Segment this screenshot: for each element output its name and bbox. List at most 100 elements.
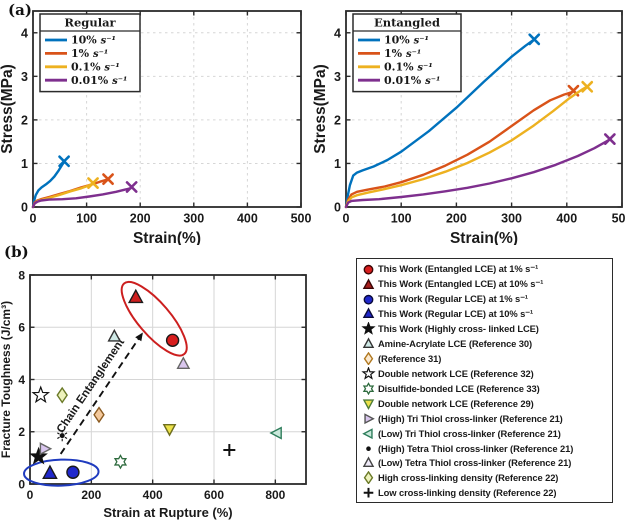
triangle-left-legend-icon (362, 427, 373, 439)
y-tick-label: 0 (334, 201, 341, 215)
x-tick-label: 100 (76, 212, 97, 226)
chain-entanglement-arrow (59, 331, 144, 455)
legend-item-label: Low cross-linking density (Reference 22) (378, 487, 557, 499)
star5-marker (361, 322, 376, 336)
legend-item: (Low) Tetra Thiol cross-linker (Referenc… (361, 456, 610, 470)
rupture-x-marker (581, 80, 594, 93)
plus-legend-icon (363, 488, 374, 498)
legend-item-label: (Low) Tri Thiol cross-linker (Reference … (378, 427, 561, 439)
x-tick-label: 0 (343, 212, 350, 226)
x-tick-label: 400 (237, 212, 258, 226)
y-tick-label: 2 (21, 113, 28, 127)
star6-legend-icon (362, 382, 375, 395)
y-tick-label: 1 (334, 157, 341, 171)
plot-border (32, 10, 302, 208)
legend-item-label: This Work (Entangled LCE) at 10% s⁻¹ (378, 278, 544, 290)
grid-lines (346, 11, 622, 207)
entangled-group-ellipse (120, 281, 188, 357)
dot-marker (366, 445, 371, 451)
legend-item-label: Double network LCE (Reference 32) (378, 368, 534, 380)
legend-item-label: (High) Tetra Thiol cross-linker (Referen… (378, 442, 574, 454)
grid-lines (30, 275, 306, 484)
x-tick-label: 600 (204, 488, 224, 502)
triangle-up-legend-icon (362, 456, 375, 468)
triangle-up-legend-icon (362, 337, 375, 349)
scatter-point (269, 426, 282, 440)
rupture-x-marker (528, 33, 541, 46)
triangle-up-legend-icon (362, 307, 375, 319)
triangle-right-marker (364, 412, 375, 424)
series-line-1% (344, 90, 574, 209)
legend-item: (Reference 31) (361, 351, 610, 366)
legend-entry-label: 1% s⁻¹ (384, 47, 421, 60)
legend-item-label: This Work (Regular LCE) at 1% s⁻¹ (378, 293, 528, 304)
legend-item: (High) Tetra Thiol cross-linker (Referen… (361, 441, 610, 455)
legend-item: This Work (Regular LCE) at 10% s⁻¹ (361, 307, 610, 321)
scatter-point (29, 446, 48, 465)
legend-title: Entangled (374, 16, 440, 30)
plot-border (29, 274, 307, 485)
scatter-legend: This Work (Entangled LCE) at 1% s⁻¹ This … (356, 258, 613, 503)
plus-marker (363, 488, 374, 498)
y-axis-label: Stress(MPa) (0, 64, 16, 154)
x-tick-label: 400 (143, 488, 163, 502)
rupture-x-marker (603, 133, 616, 145)
y-tick-label: 8 (18, 268, 25, 282)
legend-entry-label: 10% s⁻¹ (384, 34, 429, 47)
legend-item: High cross-linking density (Reference 22… (361, 471, 610, 485)
x-tick-label: 500 (291, 212, 312, 226)
scatter-point (93, 406, 105, 424)
x-tick-label: 500 (612, 212, 625, 226)
x-tick-label: 100 (391, 212, 412, 226)
legend-item: (Low) Tri Thiol cross-linker (Reference … (361, 426, 610, 440)
x-tick-label: 400 (556, 212, 577, 226)
triangle-up-marker (362, 307, 375, 319)
y-tick-label: 2 (334, 113, 341, 127)
triangle-down-legend-icon (362, 399, 375, 410)
legend-item-label: Amine-Acrylate LCE (Reference 30) (378, 338, 533, 350)
series-line-0.01% (344, 139, 610, 209)
plot-border (345, 10, 623, 208)
diamond-marker (363, 352, 374, 366)
entangled-legend: Entangled 10% s⁻¹1% s⁻¹0.1% s⁻¹0.01% s⁻¹ (352, 13, 462, 93)
legend-item-label: Double network LCE (Reference 29) (378, 397, 534, 409)
series-line-0.1% (344, 86, 588, 209)
circle-legend-icon (363, 294, 374, 305)
entangled-svg: 0 100 200 300 400 500 0 1 2 3 4 Strain(%) Stress(MPa… (312, 10, 625, 247)
legend-entry-label: 0.01% s⁻¹ (71, 74, 127, 87)
legend-entry-label: 0.1% s⁻¹ (71, 60, 120, 73)
regular-svg: 0 100 200 300 400 500 0 1 2 3 4 Strain(%) Stress(MPa… (0, 10, 312, 247)
triangle-up-marker (362, 456, 375, 468)
toughness-svg: 0 200 400 600 800 0 2 4 6 8 Strain at Rupture (%) F… (0, 268, 307, 520)
scatter-point (162, 423, 177, 437)
legend-item-label: High cross-linking density (Reference 22… (378, 472, 559, 484)
y-tick-label: 3 (334, 70, 341, 84)
scatter-point (113, 454, 128, 470)
scatter-point (66, 465, 80, 479)
scatter-point (107, 328, 122, 342)
legend-item: Disulfide-bonded LCE (Reference 33) (361, 381, 610, 395)
legend-item-label: (Reference 31) (378, 353, 442, 365)
regular-stress-strain-chart: 0 100 200 300 400 500 0 1 2 3 4 Strain(%) Stress(MPa… (0, 0, 312, 247)
legend-item-label: This Work (Entangled LCE) at 1% s⁻¹ (378, 263, 539, 275)
y-tick-label: 3 (21, 70, 28, 84)
legend-item: (High) Tri Thiol cross-linker (Reference… (361, 411, 610, 425)
legend-item: This Work (Entangled LCE) at 10% s⁻¹ (361, 277, 610, 291)
diamond-legend-icon (363, 352, 374, 366)
scatter-point (39, 442, 53, 456)
rupture-x-marker (58, 155, 70, 168)
legend-item: This Work (Highly cross- linked LCE) (361, 322, 610, 336)
legend-item: Low cross-linking density (Reference 22) (361, 486, 610, 500)
scatter-point (42, 464, 58, 479)
dot-legend-icon (366, 445, 371, 451)
legend-item: Double network LCE (Reference 32) (361, 366, 610, 380)
series-line-0.01% (31, 187, 132, 209)
y-tick-label: 4 (21, 26, 28, 40)
scatter-point (223, 444, 236, 457)
rupture-x-marker (87, 177, 99, 189)
legend-item: This Work (Entangled LCE) at 1% s⁻¹ (361, 262, 610, 276)
legend-entry-label: 1% s⁻¹ (71, 47, 108, 60)
regular-legend: Regular 10% s⁻¹1% s⁻¹0.1% s⁻¹0.01% s⁻¹ (39, 13, 141, 93)
triangle-right-legend-icon (364, 412, 375, 424)
legend-item: Double network LCE (Reference 29) (361, 396, 610, 410)
